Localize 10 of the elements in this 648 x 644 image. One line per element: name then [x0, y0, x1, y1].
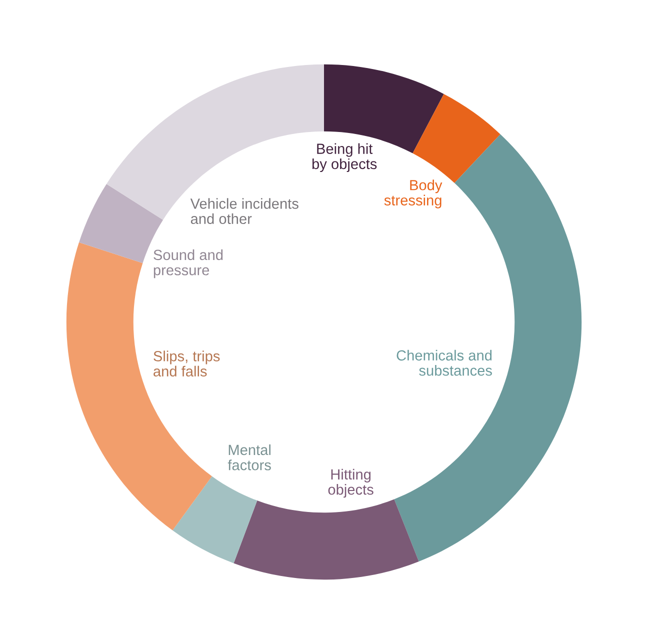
slice-label: Slips, trips and falls: [154, 350, 220, 377]
slice-label: Chemicals and substances: [396, 350, 492, 376]
slice-label: Hitting objects: [328, 468, 374, 498]
slice-label: Sound and pressure: [154, 249, 223, 278]
slice-label: Mental factors: [228, 444, 271, 470]
slice-label: Being hit by objects: [312, 143, 377, 172]
donut-slice: [234, 499, 419, 580]
donut-slice: [172, 476, 258, 564]
slice-label: Body stressing: [384, 180, 442, 208]
slice-label: Vehicle incidents and other: [190, 198, 298, 224]
